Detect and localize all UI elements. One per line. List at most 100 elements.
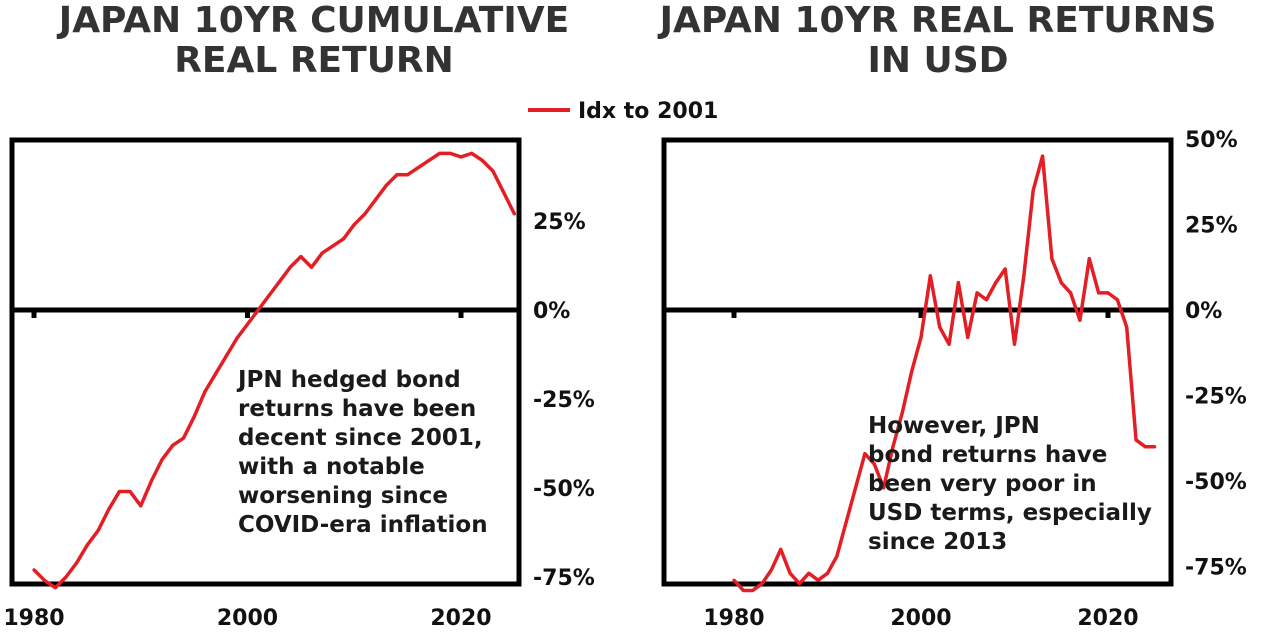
chart1-y-tick-label: -75% <box>533 566 595 591</box>
chart2-data-point <box>1153 445 1157 449</box>
chart1-data-point <box>117 489 121 494</box>
chart2-data-point <box>816 578 820 582</box>
chart1-data-point <box>374 198 378 202</box>
chart2-data-point <box>891 445 895 449</box>
chart1-data-point <box>32 568 36 572</box>
chart2-data-point <box>1040 154 1045 158</box>
chart1-data-point <box>149 479 154 483</box>
chart2-data-point <box>844 520 848 524</box>
chart2-data-point <box>863 452 867 456</box>
chart1-title-line1: JAPAN 10YR CUMULATIVE <box>56 0 569 41</box>
chart2-data-point <box>1059 281 1063 285</box>
chart1-data-point <box>235 336 239 341</box>
chart2-annotation-line2: bond returns have <box>868 442 1107 468</box>
chart2-data-point <box>741 588 745 593</box>
chart1-data-point <box>448 151 452 155</box>
chart2-data-point <box>788 571 792 575</box>
chart1-data-point <box>406 173 410 177</box>
chart1-data-point <box>363 212 367 216</box>
chart2-data-point <box>900 411 904 415</box>
chart2-data-point <box>760 582 764 586</box>
chart1-data-point <box>267 294 271 298</box>
chart1-data-point <box>480 158 484 163</box>
chart1-data-point <box>299 255 303 259</box>
chart1-data-point <box>107 507 111 511</box>
chart1-data-point <box>53 586 57 590</box>
chart2-y-tick-label: -50% <box>1185 470 1247 495</box>
chart1: 25% 0% -25% -50% -75% 1980 2000 2020 JPN hedge… <box>3 137 595 631</box>
chart2-data-point <box>1022 274 1026 278</box>
chart1-x-tick-label: 2000 <box>217 606 278 631</box>
chart1-data-point <box>192 415 196 419</box>
chart2-data-point <box>1134 438 1138 442</box>
chart2-title-line2: IN USD <box>867 40 1008 81</box>
chart1-annotation-line1: JPN hedged bond <box>236 367 461 393</box>
chart1-data-point <box>502 190 506 195</box>
chart2-data-point <box>928 274 932 278</box>
chart1-data-point <box>459 155 463 159</box>
chart1-frame <box>9 137 522 587</box>
chart2-annotation-line4: USD terms, especially <box>868 500 1152 526</box>
chart1-data-point <box>288 265 292 269</box>
chart1-data-point <box>331 244 335 248</box>
chart1-data-point <box>491 169 495 173</box>
chart1-data-point <box>85 543 89 547</box>
chart2-frame <box>661 137 1174 587</box>
chart2-data-point <box>853 486 858 490</box>
chart2-data-point <box>1115 298 1119 302</box>
chart1-y-tick-label: 0% <box>533 299 570 324</box>
chart1-title-line2: REAL RETURN <box>174 40 454 81</box>
chart2-data-point <box>956 281 961 285</box>
chart2-data-point <box>984 298 989 302</box>
chart2-data-point <box>994 281 998 285</box>
chart2-data-point <box>1003 267 1007 271</box>
chart2-x-tick-label: 1980 <box>703 606 764 631</box>
chart2-x-tick-label: 2000 <box>890 606 951 631</box>
chart1-annotation-line3: decent since 2001, <box>238 425 483 451</box>
chart2-y-tick-label: -25% <box>1185 385 1247 410</box>
chart2-y-tick-label: 0% <box>1185 299 1222 324</box>
chart1-data-point <box>395 173 399 177</box>
chart1-annotation-line5: worsening since <box>238 483 448 509</box>
chart2-data-point <box>872 462 876 466</box>
chart2-data-point <box>882 486 886 490</box>
chart1-data-point <box>384 183 388 187</box>
chart2-y-tick-label: 50% <box>1185 128 1238 153</box>
chart1-data-point <box>96 529 100 533</box>
chart1-series-line <box>32 151 516 590</box>
chart1-y-tick-label: 25% <box>533 210 586 235</box>
chart1-data-point <box>277 279 282 284</box>
chart1-data-point <box>171 443 175 447</box>
chart2-data-point <box>1012 342 1017 346</box>
chart1-annotation-line4: with a notable <box>238 454 425 480</box>
chart1-data-point <box>43 578 47 583</box>
chart2-y-tick-label: -75% <box>1185 556 1247 581</box>
chart1-y-tick-label: -25% <box>533 388 595 413</box>
chart1-data-point <box>416 166 420 170</box>
chart2-annotation-line5: since 2013 <box>868 529 1007 555</box>
chart1-data-point <box>309 265 314 269</box>
chart1-y-tick-label: -50% <box>533 477 595 502</box>
chart2-data-point <box>769 568 774 572</box>
chart2-data-point <box>975 291 979 295</box>
chart2-data-point <box>947 342 951 346</box>
chart2-data-point <box>797 582 802 586</box>
chart2-data-point <box>1087 257 1091 261</box>
chart1-data-point <box>213 372 218 376</box>
chart1-data-point <box>341 237 346 241</box>
chart2-data-point <box>1050 257 1054 261</box>
chart2-data-point <box>910 369 914 374</box>
chart1-data-point <box>438 151 442 155</box>
chart2-data-point <box>1106 291 1110 295</box>
chart1-data-point <box>352 222 356 227</box>
chart2-y-tick-label: 25% <box>1185 214 1238 239</box>
chart2-data-point <box>966 335 970 339</box>
chart1-data-point <box>470 151 474 155</box>
chart2-data-point <box>919 335 923 339</box>
chart1-data-point <box>160 457 164 462</box>
chart1-data-point <box>181 436 186 440</box>
chart1-data-point <box>512 212 516 216</box>
legend-label: Idx to 2001 <box>578 99 718 124</box>
chart2-x-tick-label: 2020 <box>1077 606 1138 631</box>
